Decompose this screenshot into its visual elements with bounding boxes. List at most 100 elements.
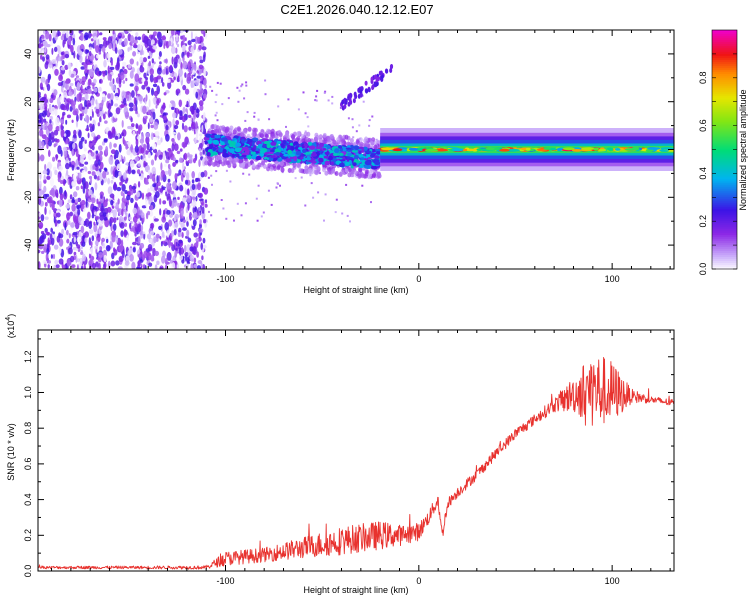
noise-blob	[81, 169, 86, 176]
noise-blob	[118, 255, 124, 262]
noise-blob	[99, 150, 103, 156]
noise-blob	[60, 56, 63, 62]
scatter-point	[222, 207, 225, 210]
carrier-blob	[485, 147, 495, 151]
colorbar-tick-label: 0.2	[698, 215, 708, 228]
ramp-halo	[340, 169, 345, 175]
noise-blob	[146, 233, 152, 240]
noise-blob	[129, 35, 135, 44]
streak-blob	[370, 76, 374, 82]
streak-blob	[343, 104, 347, 110]
noise-blob	[114, 154, 117, 160]
noise-blob	[103, 138, 108, 143]
noise-blob	[72, 137, 77, 143]
noise-blob	[114, 135, 119, 140]
noise-blob	[147, 252, 152, 261]
noise-blob	[138, 124, 143, 131]
noise-blob	[137, 113, 140, 118]
noise-blob	[49, 97, 54, 104]
noise-blob	[106, 52, 110, 59]
noise-blob	[156, 98, 160, 106]
noise-blob	[98, 86, 102, 92]
noise-blob	[156, 139, 162, 146]
noise-blob	[112, 78, 115, 85]
noise-blob	[187, 202, 190, 211]
noise-blob	[198, 192, 203, 199]
y-tick-label: 0.8	[23, 422, 33, 435]
noise-blob	[46, 168, 50, 176]
noise-blob	[93, 87, 98, 93]
colorbar-tick-label: 0.0	[698, 263, 708, 276]
noise-blob	[46, 83, 51, 92]
ramp-halo	[217, 155, 222, 161]
noise-blob	[112, 36, 116, 46]
noise-blob	[131, 261, 136, 269]
noise-blob	[198, 91, 203, 97]
ramp-halo	[296, 136, 301, 141]
scatter-point	[317, 191, 320, 194]
ramp-halo	[324, 170, 329, 176]
noise-blob	[45, 252, 49, 262]
noise-blob	[47, 123, 53, 132]
noise-blob	[138, 173, 141, 177]
noise-blob	[187, 40, 192, 46]
noise-blob	[182, 56, 185, 62]
noise-blob	[142, 57, 147, 63]
noise-blob	[68, 69, 72, 77]
ramp-blob	[307, 141, 313, 146]
noise-blob	[69, 82, 74, 87]
noise-blob	[137, 206, 140, 215]
noise-blob	[86, 115, 90, 124]
scatter-point	[297, 108, 300, 111]
noise-blob	[93, 64, 97, 70]
noise-blob	[193, 43, 197, 51]
noise-blob	[159, 236, 162, 240]
noise-blob	[98, 51, 102, 55]
noise-blob	[141, 133, 145, 142]
noise-blob	[110, 166, 114, 175]
ramp-blob	[208, 139, 213, 144]
noise-blob	[102, 212, 107, 218]
noise-blob	[102, 45, 106, 53]
scatter-point	[316, 89, 319, 92]
noise-blob	[188, 126, 192, 131]
snr-x-label: Height of straight line (km)	[303, 585, 408, 595]
ramp-blob	[338, 145, 343, 149]
noise-blob	[68, 247, 73, 255]
ramp-halo	[322, 167, 326, 173]
noise-blob	[186, 221, 189, 227]
noise-blob	[95, 99, 98, 105]
noise-blob	[66, 98, 72, 103]
noise-blob	[38, 105, 41, 109]
noise-blob	[38, 221, 44, 229]
noise-blob	[99, 246, 103, 251]
noise-blob	[192, 79, 195, 88]
scatter-point	[248, 173, 251, 176]
noise-blob	[55, 264, 60, 269]
noise-blob	[54, 259, 59, 265]
x-tick-label: 0	[416, 576, 421, 586]
noise-blob	[110, 149, 116, 155]
noise-blob	[51, 47, 54, 55]
noise-blob	[78, 104, 81, 111]
scatter-point	[211, 89, 214, 92]
noise-blob	[53, 244, 59, 250]
streak-blob	[349, 93, 353, 98]
scatter-point	[245, 84, 248, 87]
noise-blob	[158, 56, 161, 60]
ramp-blob	[212, 139, 219, 145]
noise-blob	[73, 251, 77, 256]
noise-blob	[122, 172, 127, 181]
noise-blob	[191, 179, 195, 184]
noise-blob	[62, 264, 66, 269]
scatter-point	[310, 182, 313, 185]
noise-blob	[120, 71, 125, 81]
noise-blob	[71, 119, 74, 124]
noise-blob	[87, 80, 91, 88]
scatter-point	[257, 184, 260, 187]
streak-blob	[373, 81, 377, 87]
noise-blob	[176, 43, 180, 48]
noise-blob	[59, 95, 65, 103]
noise-blob	[192, 219, 197, 227]
scatter-point	[287, 98, 290, 101]
